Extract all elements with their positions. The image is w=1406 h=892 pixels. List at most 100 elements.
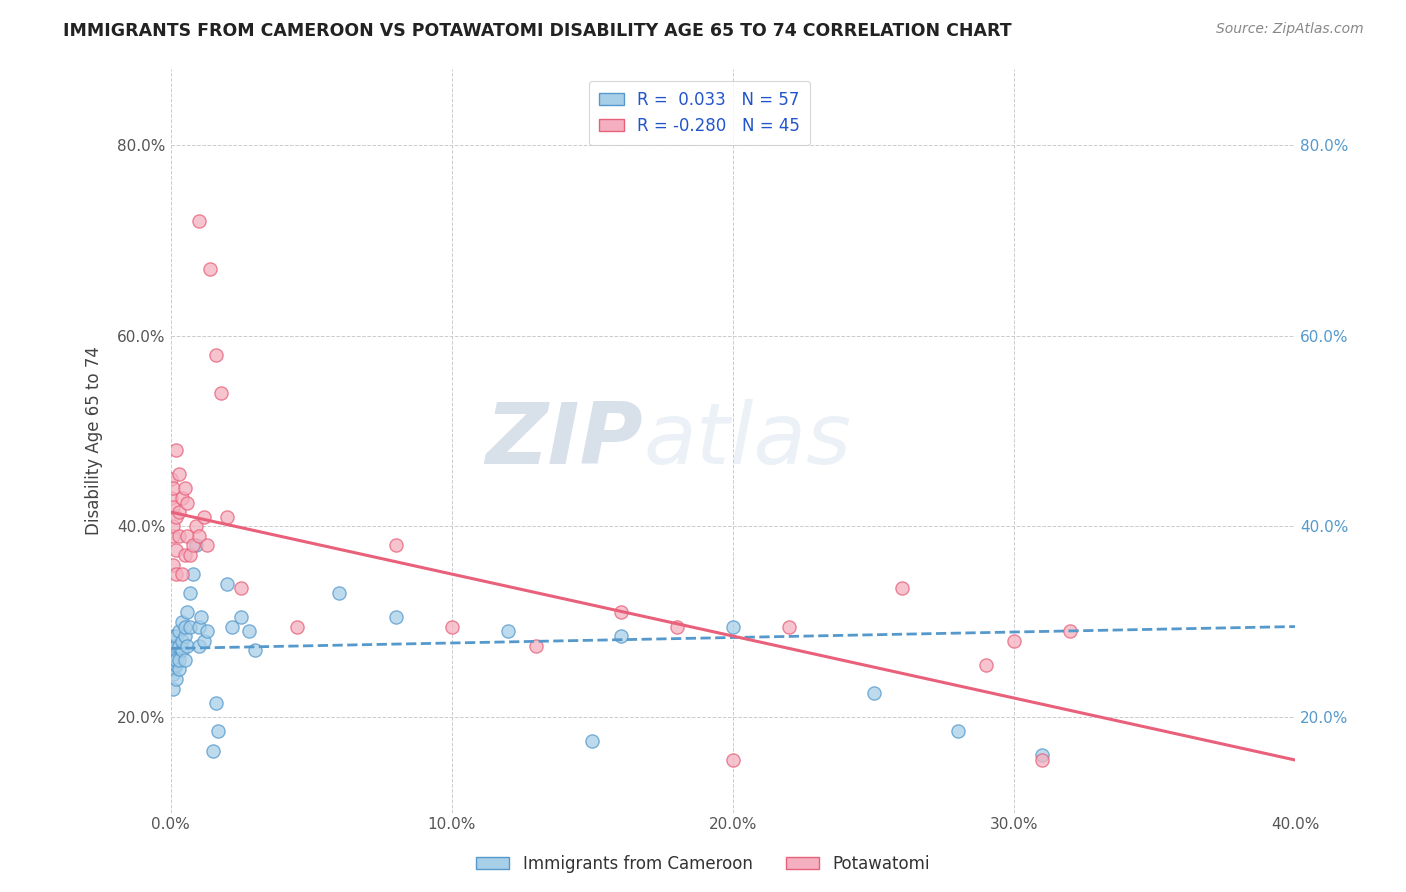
Point [179,619,201,633]
Point [173,653,195,667]
Point [1031,748,1053,763]
Point [165,509,187,524]
Point [165,657,187,672]
Point [159,657,181,672]
Point [229,610,252,624]
Point [159,643,181,657]
Point [184,538,207,552]
Point [165,443,187,458]
Point [665,619,688,633]
Text: IMMIGRANTS FROM CAMEROON VS POTAWATOMI DISABILITY AGE 65 TO 74 CORRELATION CHART: IMMIGRANTS FROM CAMEROON VS POTAWATOMI D… [63,22,1012,40]
Point [187,214,209,228]
Text: atlas: atlas [643,399,851,482]
Point [165,643,187,657]
Point [165,543,187,558]
Point [162,558,184,572]
Text: Source: ZipAtlas.com: Source: ZipAtlas.com [1216,22,1364,37]
Point [187,619,209,633]
Point [162,519,184,533]
Point [162,481,184,495]
Point [229,582,252,596]
Point [187,529,209,543]
Point [159,648,181,662]
Text: ZIP: ZIP [485,399,643,482]
Point [384,538,406,552]
Point [170,567,193,582]
Point [496,624,519,639]
Point [328,586,350,600]
Point [162,653,184,667]
Point [167,624,190,639]
Point [1059,624,1081,639]
Point [159,491,181,505]
Point [165,672,187,686]
Point [159,472,181,486]
Point [162,667,184,681]
Point [167,663,190,677]
Point [170,491,193,505]
Point [167,529,190,543]
Point [173,481,195,495]
Legend: Immigrants from Cameroon, Potawatomi: Immigrants from Cameroon, Potawatomi [470,848,936,880]
Point [173,619,195,633]
Point [974,657,997,672]
Y-axis label: Disability Age 65 to 74: Disability Age 65 to 74 [86,346,103,535]
Point [195,624,218,639]
Point [165,639,187,653]
Point [198,261,221,276]
Point [179,548,201,562]
Point [159,639,181,653]
Legend: R =  0.033   N = 57, R = -0.280   N = 45: R = 0.033 N = 57, R = -0.280 N = 45 [589,80,810,145]
Point [193,633,215,648]
Point [181,538,204,552]
Point [440,619,463,633]
Point [162,639,184,653]
Point [204,348,226,362]
Point [165,567,187,582]
Point [862,686,884,700]
Point [609,605,631,619]
Point [384,610,406,624]
Point [238,624,260,639]
Point [207,724,229,739]
Point [778,619,800,633]
Point [721,619,744,633]
Point [221,619,243,633]
Point [609,629,631,643]
Point [184,519,207,533]
Point [159,653,181,667]
Point [179,586,201,600]
Point [162,681,184,696]
Point [193,509,215,524]
Point [524,639,547,653]
Point [162,663,184,677]
Point [162,500,184,515]
Point [721,753,744,767]
Point [204,696,226,710]
Point [215,509,238,524]
Point [162,648,184,662]
Point [170,615,193,629]
Point [190,610,212,624]
Point [946,724,969,739]
Point [162,629,184,643]
Point [165,629,187,643]
Point [167,653,190,667]
Point [170,633,193,648]
Point [162,529,184,543]
Point [1002,633,1025,648]
Point [173,548,195,562]
Point [165,653,187,667]
Point [176,529,198,543]
Point [243,643,266,657]
Point [890,582,912,596]
Point [209,385,232,400]
Point [170,643,193,657]
Point [176,495,198,509]
Point [215,576,238,591]
Point [1031,753,1053,767]
Point [167,467,190,481]
Point [167,505,190,519]
Point [201,743,224,757]
Point [167,639,190,653]
